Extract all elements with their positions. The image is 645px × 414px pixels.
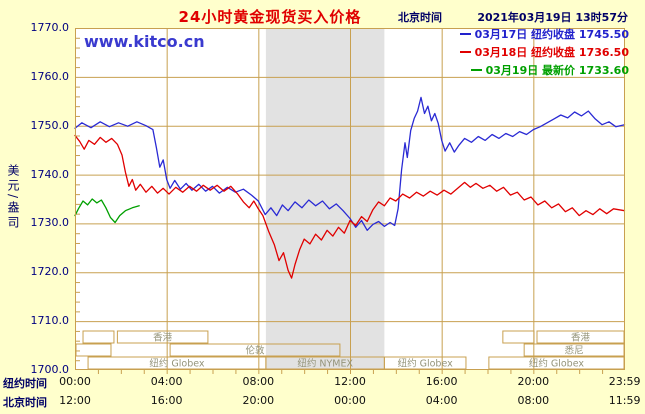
legend-line-swatch [459,33,471,35]
x-tick-label: 04:00 [425,394,458,407]
session-box [169,343,341,357]
y-tick-label: 1750.0 [30,118,70,132]
session-label: 纽约 Globex [398,358,454,370]
y-tick-label: 1700.0 [30,363,70,376]
y-tick-label: 1760.0 [30,69,70,83]
x-tick-label: 12:00 [59,394,91,407]
kitco-watermark: www.kitco.cn [84,32,205,51]
legend-row-2: 03月19日 最新价 1733.60 [470,62,629,78]
datetime-value: 2021年03月19日 13时57分 [477,11,628,24]
session-box [502,330,535,344]
session-box [82,330,115,344]
x-tick-label: 11:59 [608,394,641,407]
session-label: 纽约 NYMEX [297,358,353,370]
x-tick-label: 08:00 [242,375,275,388]
x-tick-label: 00:00 [59,375,91,388]
legend-text: 03月19日 最新价 1733.60 [485,64,629,77]
y-tick-label: 1730.0 [30,216,70,230]
session-label: 伦敦 [246,345,266,357]
ny-time-row-label: 纽约时间 [3,377,47,390]
price-line-2 [74,198,140,224]
y-tick-label: 1720.0 [30,265,70,279]
price-line-0 [74,96,626,231]
y-tick-label: 1770.0 [30,21,70,34]
x-tick-label: 04:00 [150,375,183,388]
price-line-1 [74,134,626,279]
x-tick-label: 20:00 [242,394,275,407]
session-label: 纽约 Globex [149,358,205,370]
legend-row-1: 03月18日 纽约收盘 1736.50 [459,44,629,60]
x-axis-beijing-time-row: 北京时间 12:00 16:00 20:00 00:00 04:00 08:00 11:59 [0,394,645,409]
session-label: 香港 [153,332,173,344]
x-tick-label: 20:00 [517,375,550,388]
plot-border [75,28,625,370]
beijing-time-header: 北京时间 2021年03月19日 13时57分 [398,9,628,25]
beijing-time-row-label: 北京时间 [3,396,47,409]
timezone-label: 北京时间 [398,11,442,24]
session-label: 悉尼 [565,345,584,357]
y-tick-label: 1740.0 [30,167,70,181]
session-label: 纽约 Globex [529,358,585,370]
x-tick-label: 16:00 [150,394,183,407]
legend-text: 03月17日 纽约收盘 1745.50 [474,28,629,41]
legend-text: 03月18日 纽约收盘 1736.50 [474,46,629,59]
x-axis-ny-time-row: 纽约时间 00:00 04:00 08:00 12:00 16:00 20:00 23:59 [0,375,645,390]
session-label: 香港 [571,332,591,344]
x-tick-label: 00:00 [334,394,366,407]
x-tick-label: 12:00 [334,375,366,388]
x-tick-label: 08:00 [517,394,550,407]
legend-row-0: 03月17日 纽约收盘 1745.50 [459,26,629,42]
chart-title: 24小时黄金现货买入价格 [178,8,362,26]
y-axis-unit-label: 美元/盎司 [6,164,20,232]
legend-line-swatch [470,69,482,71]
y-tick-label: 1710.0 [30,314,70,328]
nymex-session-band [265,29,385,369]
legend: 03月17日 纽约收盘 1745.50 03月18日 纽约收盘 1736.50 03… [459,26,629,78]
session-box [116,330,209,344]
legend-line-swatch [459,51,471,53]
x-tick-label: 16:00 [425,375,458,388]
x-tick-label: 23:59 [608,375,641,388]
